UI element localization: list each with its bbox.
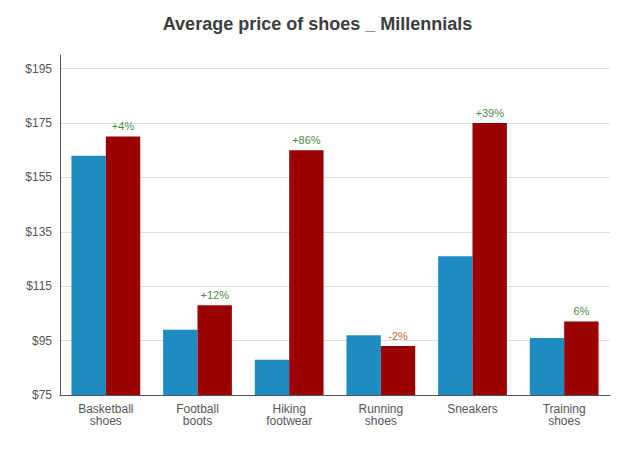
svg-text:Running: Running [358, 402, 404, 416]
svg-text:+86%: +86% [292, 134, 321, 146]
svg-text:$195: $195 [25, 62, 52, 76]
svg-text:6%: 6% [573, 305, 589, 317]
svg-text:Football: Football [176, 402, 219, 416]
svg-text:$95: $95 [32, 334, 52, 348]
svg-text:+39%: +39% [475, 107, 504, 119]
svg-text:shoes: shoes [90, 414, 122, 428]
svg-text:Sneakers: Sneakers [447, 402, 498, 416]
svg-text:footwear: footwear [266, 414, 312, 428]
svg-text:shoes: shoes [548, 414, 580, 428]
svg-text:Hiking: Hiking [272, 402, 306, 416]
svg-text:boots: boots [183, 414, 212, 428]
svg-text:$175: $175 [25, 116, 52, 130]
svg-text:+12%: +12% [200, 289, 229, 301]
svg-text:$135: $135 [25, 225, 52, 239]
svg-text:$115: $115 [26, 279, 52, 293]
svg-text:Basketball: Basketball [78, 402, 134, 416]
svg-text:Training: Training [542, 402, 586, 416]
svg-text:shoes: shoes [365, 414, 397, 428]
svg-text:-2%: -2% [388, 330, 408, 342]
svg-text:+4%: +4% [112, 120, 135, 132]
svg-text:$155: $155 [25, 170, 52, 184]
svg-text:$75: $75 [32, 388, 52, 402]
svg-text:Average price of shoes _ Mille: Average price of shoes _ Millennials [163, 14, 472, 34]
